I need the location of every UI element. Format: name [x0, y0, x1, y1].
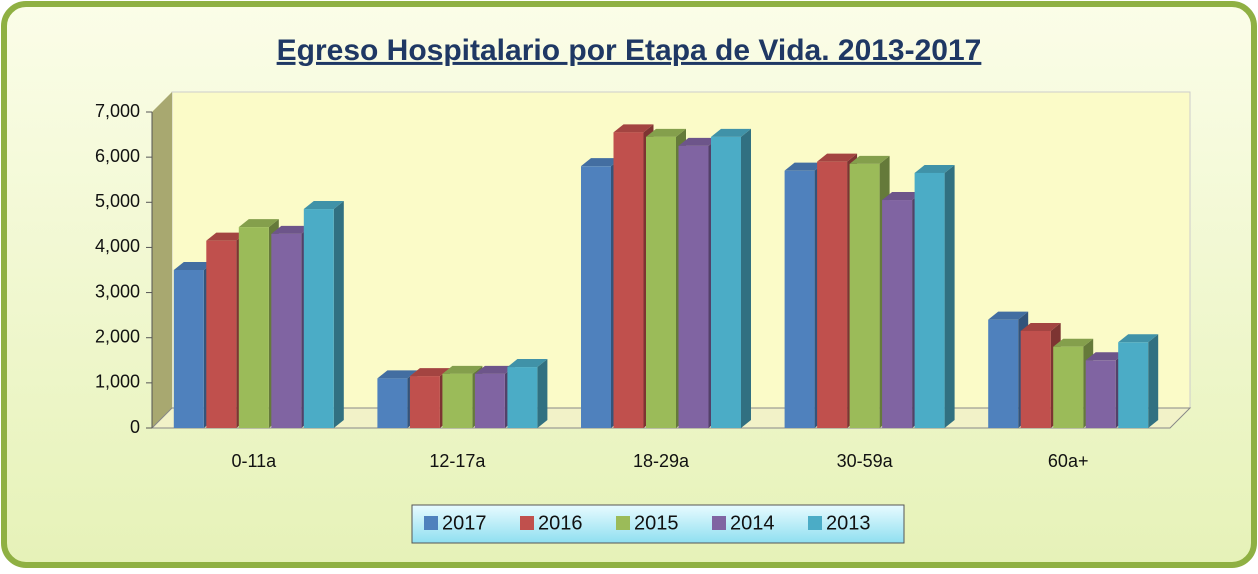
bar	[206, 240, 237, 428]
legend-label: 2013	[826, 512, 871, 534]
bar	[271, 233, 302, 428]
bar	[303, 209, 334, 428]
bar	[173, 270, 204, 428]
bar-top	[849, 155, 890, 164]
bar	[988, 319, 1019, 428]
legend-swatch	[712, 516, 726, 530]
bar	[1118, 342, 1149, 428]
bar-top	[377, 370, 418, 379]
bar-top	[442, 365, 483, 374]
bar-top	[507, 359, 548, 368]
legend-label: 2017	[442, 512, 487, 534]
legend-swatch	[616, 516, 630, 530]
bar-top	[646, 128, 686, 137]
bar-top	[409, 368, 450, 377]
bar	[914, 172, 945, 428]
bar	[817, 161, 848, 428]
bar-top	[1053, 338, 1094, 347]
y-tick-label: 3,000	[95, 281, 140, 301]
bar	[1085, 360, 1116, 428]
x-tick-label: 60a+	[1048, 451, 1089, 471]
bar-top	[238, 219, 279, 228]
y-tick-label: 2,000	[95, 326, 140, 346]
bar-top	[988, 311, 1029, 320]
x-tick-label: 12-17a	[429, 451, 486, 471]
legend-swatch	[520, 516, 534, 530]
bar-top	[1020, 322, 1061, 331]
x-tick-label: 18-29a	[633, 451, 690, 471]
bar-top	[678, 137, 719, 146]
bar	[678, 145, 709, 428]
legend-swatch	[424, 516, 438, 530]
bar-top	[1118, 334, 1159, 343]
y-tick-label: 0	[130, 417, 140, 437]
bar	[711, 136, 741, 429]
y-tick-label: 5,000	[95, 191, 140, 211]
bar	[507, 367, 538, 428]
legend-swatch	[808, 516, 822, 530]
bar-top	[882, 192, 923, 201]
bar-top	[817, 153, 858, 162]
y-tick-label: 1,000	[95, 372, 140, 392]
bar-side	[537, 359, 548, 428]
bar	[377, 378, 408, 428]
bar-top	[474, 365, 515, 374]
bar	[882, 200, 913, 428]
chart-title: Egreso Hospitalario por Etapa de Vida. 2…	[277, 34, 982, 67]
legend-label: 2016	[538, 512, 583, 534]
bar	[646, 136, 676, 429]
bar-top	[581, 158, 621, 167]
bar	[474, 373, 505, 428]
bar-side	[333, 201, 344, 428]
bar	[849, 163, 880, 428]
bar-top	[173, 262, 214, 270]
bar-top	[711, 128, 751, 137]
bar-top	[914, 164, 955, 173]
x-tick-label: 0-11a	[231, 451, 277, 471]
bar	[1020, 330, 1051, 428]
bar	[784, 170, 815, 428]
legend-label: 2015	[634, 512, 679, 534]
bar-top	[1085, 352, 1126, 361]
bar	[238, 227, 269, 428]
bar	[581, 166, 611, 428]
y-tick-label: 7,000	[95, 101, 140, 121]
bar-top	[303, 201, 344, 210]
bar-top	[271, 225, 312, 234]
y-tick-label: 6,000	[95, 146, 140, 166]
bar-side	[1148, 334, 1159, 428]
y-tick-label: 4,000	[95, 236, 140, 256]
bar-top	[206, 232, 247, 241]
bar-top	[613, 124, 654, 133]
bar	[409, 376, 440, 428]
bar-side	[741, 128, 751, 429]
x-tick-label: 30-59a	[837, 451, 894, 471]
bar	[1053, 346, 1084, 428]
bar	[442, 373, 473, 428]
side-wall	[152, 92, 172, 428]
bar-side	[944, 164, 955, 428]
bar-top	[784, 162, 825, 171]
legend-label: 2014	[730, 512, 775, 534]
bar	[613, 132, 644, 429]
